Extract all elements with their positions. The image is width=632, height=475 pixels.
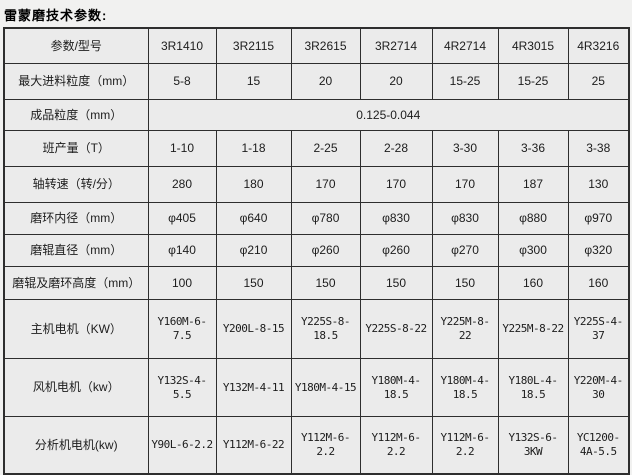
- param-value-cell: 130: [567, 166, 630, 203]
- param-value-cell: 25: [567, 63, 630, 100]
- param-value-cell: 170: [290, 166, 361, 203]
- table-row: 分析机电机(kw) Y90L-6-2.2 Y112M-6-22 Y112M-6-2.2…: [3, 416, 630, 475]
- table-row: 磨辊直径（mm） φ140 φ210 φ260 φ260 φ270 φ300 φ320: [3, 234, 630, 267]
- row-label-cell: 风机电机（kw）: [3, 358, 149, 417]
- table-row: 最大进料粒度（mm） 5-8 15 20 20 15-25 15-25 25: [3, 63, 630, 100]
- param-value-cell: 20: [359, 63, 433, 100]
- param-value-cell: YC1200-4A-5.5: [567, 416, 630, 475]
- row-label-cell: 成品粒度（mm）: [3, 99, 149, 131]
- param-value-cell: Y225S-8-22: [359, 299, 433, 359]
- table-row: 磨辊及磨环高度（mm） 100 150 150 150 150 160 160: [3, 266, 630, 300]
- param-value-cell: 150: [431, 266, 499, 300]
- param-value-cell: φ405: [147, 202, 217, 235]
- param-value-cell: 280: [147, 166, 217, 203]
- param-value-cell: Y180M-4-18.5: [359, 358, 433, 417]
- param-value-cell: Y225S-8-18.5: [290, 299, 361, 359]
- table-row: 轴转速（转/分） 280 180 170 170 170 187 130: [3, 166, 630, 203]
- param-value-cell: 3-38: [567, 130, 630, 167]
- page-title: 雷蒙磨技术参数:: [4, 8, 108, 23]
- param-value-cell: Y220M-4-30: [567, 358, 630, 417]
- param-value-cell: φ640: [215, 202, 292, 235]
- row-label-cell: 主机电机（KW）: [3, 299, 149, 359]
- param-value-cell: 2-28: [359, 130, 433, 167]
- param-value-cell: Y132S-6-3KW: [497, 416, 569, 475]
- param-value-cell: 15: [215, 63, 292, 100]
- param-value-cell: Y112M-6-2.2: [359, 416, 433, 475]
- table-row: 风机电机（kw） Y132S-4-5.5 Y132M-4-11 Y180M-4-15 Y…: [3, 358, 630, 417]
- row-label-cell: 磨辊及磨环高度（mm）: [3, 266, 149, 300]
- param-value-cell: 187: [497, 166, 569, 203]
- merged-value-cell: 0.125-0.044: [147, 99, 630, 131]
- column-header-cell: 4R3015: [497, 27, 569, 64]
- param-value-cell: φ210: [215, 234, 292, 267]
- param-value-cell: 170: [359, 166, 433, 203]
- params-table-body: 参数/型号 3R1410 3R2115 3R2615 3R2714 4R2714 4R301…: [3, 27, 630, 475]
- param-value-cell: 160: [497, 266, 569, 300]
- param-value-cell: 100: [147, 266, 217, 300]
- param-value-cell: Y112M-6-22: [215, 416, 292, 475]
- param-value-cell: 150: [290, 266, 361, 300]
- param-value-cell: 160: [567, 266, 630, 300]
- row-label-cell: 磨环内径（mm）: [3, 202, 149, 235]
- column-header-cell: 4R3216: [567, 27, 630, 64]
- param-value-cell: 5-8: [147, 63, 217, 100]
- param-value-cell: 150: [215, 266, 292, 300]
- param-value-cell: Y200L-8-15: [215, 299, 292, 359]
- param-value-cell: 170: [431, 166, 499, 203]
- param-value-cell: Y180M-4-18.5: [431, 358, 499, 417]
- param-value-cell: Y225S-4-37: [567, 299, 630, 359]
- param-value-cell: φ140: [147, 234, 217, 267]
- param-value-cell: Y225M-8-22: [497, 299, 569, 359]
- column-header-cell: 3R2115: [215, 27, 292, 64]
- param-value-cell: φ300: [497, 234, 569, 267]
- param-value-cell: φ830: [359, 202, 433, 235]
- param-value-cell: Y180M-4-15: [290, 358, 361, 417]
- param-value-cell: Y112M-6-2.2: [431, 416, 499, 475]
- table-row: 主机电机（KW） Y160M-6-7.5 Y200L-8-15 Y225S-8-18.…: [3, 299, 630, 359]
- row-label-cell: 磨辊直径（mm）: [3, 234, 149, 267]
- param-value-cell: 150: [359, 266, 433, 300]
- param-value-cell: 1-10: [147, 130, 217, 167]
- column-header-cell: 4R2714: [431, 27, 499, 64]
- param-value-cell: Y132S-4-5.5: [147, 358, 217, 417]
- table-row: 成品粒度（mm） 0.125-0.044: [3, 99, 630, 131]
- param-value-cell: φ970: [567, 202, 630, 235]
- param-value-cell: Y180L-4-18.5: [497, 358, 569, 417]
- param-value-cell: Y160M-6-7.5: [147, 299, 217, 359]
- param-value-cell: φ260: [290, 234, 361, 267]
- row-label-cell: 分析机电机(kw): [3, 416, 149, 475]
- param-value-cell: 15-25: [431, 63, 499, 100]
- param-value-cell: φ260: [359, 234, 433, 267]
- param-value-cell: 3-36: [497, 130, 569, 167]
- params-table: 参数/型号 3R1410 3R2115 3R2615 3R2714 4R2714 4R301…: [3, 27, 630, 475]
- param-value-cell: 20: [290, 63, 361, 100]
- param-value-cell: Y132M-4-11: [215, 358, 292, 417]
- param-value-cell: Y112M-6-2.2: [290, 416, 361, 475]
- row-label-cell: 轴转速（转/分）: [3, 166, 149, 203]
- param-value-cell: 15-25: [497, 63, 569, 100]
- param-value-cell: φ320: [567, 234, 630, 267]
- row-label-cell: 班产量（T）: [3, 130, 149, 167]
- param-value-cell: φ830: [431, 202, 499, 235]
- column-header-cell: 3R1410: [147, 27, 217, 64]
- column-header-cell: 3R2615: [290, 27, 361, 64]
- param-value-cell: φ780: [290, 202, 361, 235]
- table-row: 班产量（T） 1-10 1-18 2-25 2-28 3-30 3-36 3-38: [3, 130, 630, 167]
- param-value-cell: φ270: [431, 234, 499, 267]
- param-value-cell: Y225M-8-22: [431, 299, 499, 359]
- param-value-cell: φ880: [497, 202, 569, 235]
- table-row: 磨环内径（mm） φ405 φ640 φ780 φ830 φ830 φ880 φ970: [3, 202, 630, 235]
- param-value-cell: 2-25: [290, 130, 361, 167]
- param-value-cell: 1-18: [215, 130, 292, 167]
- column-header-cell: 3R2714: [359, 27, 433, 64]
- header-row: 参数/型号 3R1410 3R2115 3R2615 3R2714 4R2714 4R301…: [3, 27, 630, 64]
- param-value-cell: 180: [215, 166, 292, 203]
- corner-header-cell: 参数/型号: [3, 27, 149, 64]
- param-value-cell: 3-30: [431, 130, 499, 167]
- param-value-cell: Y90L-6-2.2: [147, 416, 217, 475]
- row-label-cell: 最大进料粒度（mm）: [3, 63, 149, 100]
